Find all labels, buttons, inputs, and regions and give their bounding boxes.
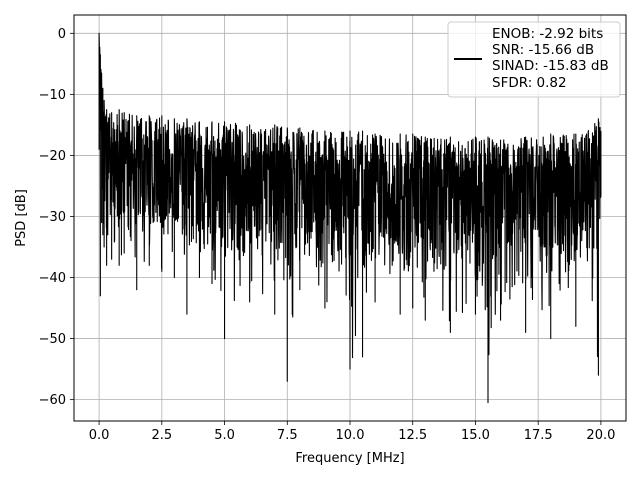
x-tick-label: 0.0 — [89, 428, 110, 443]
y-tick-label: −20 — [39, 149, 66, 164]
x-axis-label: Frequency [MHz] — [295, 451, 404, 466]
y-tick-label: −50 — [39, 332, 66, 347]
legend-snr: SNR: -15.66 dB — [492, 42, 594, 58]
x-tick-label: 2.5 — [151, 428, 172, 443]
x-axis: 0.0 2.5 5.0 7.5 10.0 12.5 15.0 17.5 20.0 — [89, 421, 615, 443]
x-tick-label: 10.0 — [336, 428, 365, 443]
y-tick-label: −60 — [39, 393, 66, 408]
y-tick-label: −40 — [39, 271, 66, 286]
psd-series-line — [98, 32, 602, 404]
x-tick-label: 12.5 — [398, 428, 427, 443]
x-tick-label: 15.0 — [461, 428, 490, 443]
y-axis: 0 −10 −20 −30 −40 −50 −60 — [39, 27, 74, 408]
x-tick-label: 20.0 — [586, 428, 615, 443]
legend: ENOB: -2.92 bits SNR: -15.66 dB SINAD: -… — [447, 21, 621, 98]
x-tick-label: 5.0 — [214, 428, 235, 443]
y-tick-label: −10 — [39, 88, 66, 103]
x-tick-label: 7.5 — [277, 428, 298, 443]
series-layer — [98, 32, 602, 404]
legend-sinad: SINAD: -15.83 dB — [492, 58, 609, 74]
y-tick-label: −30 — [39, 210, 66, 225]
legend-sfdr: SFDR: 0.82 — [492, 75, 567, 91]
y-axis-label: PSD [dB] — [14, 189, 29, 247]
y-tick-label: 0 — [58, 27, 66, 42]
legend-enob: ENOB: -2.92 bits — [492, 26, 603, 42]
legend-box — [447, 21, 621, 98]
x-tick-label: 17.5 — [524, 428, 553, 443]
